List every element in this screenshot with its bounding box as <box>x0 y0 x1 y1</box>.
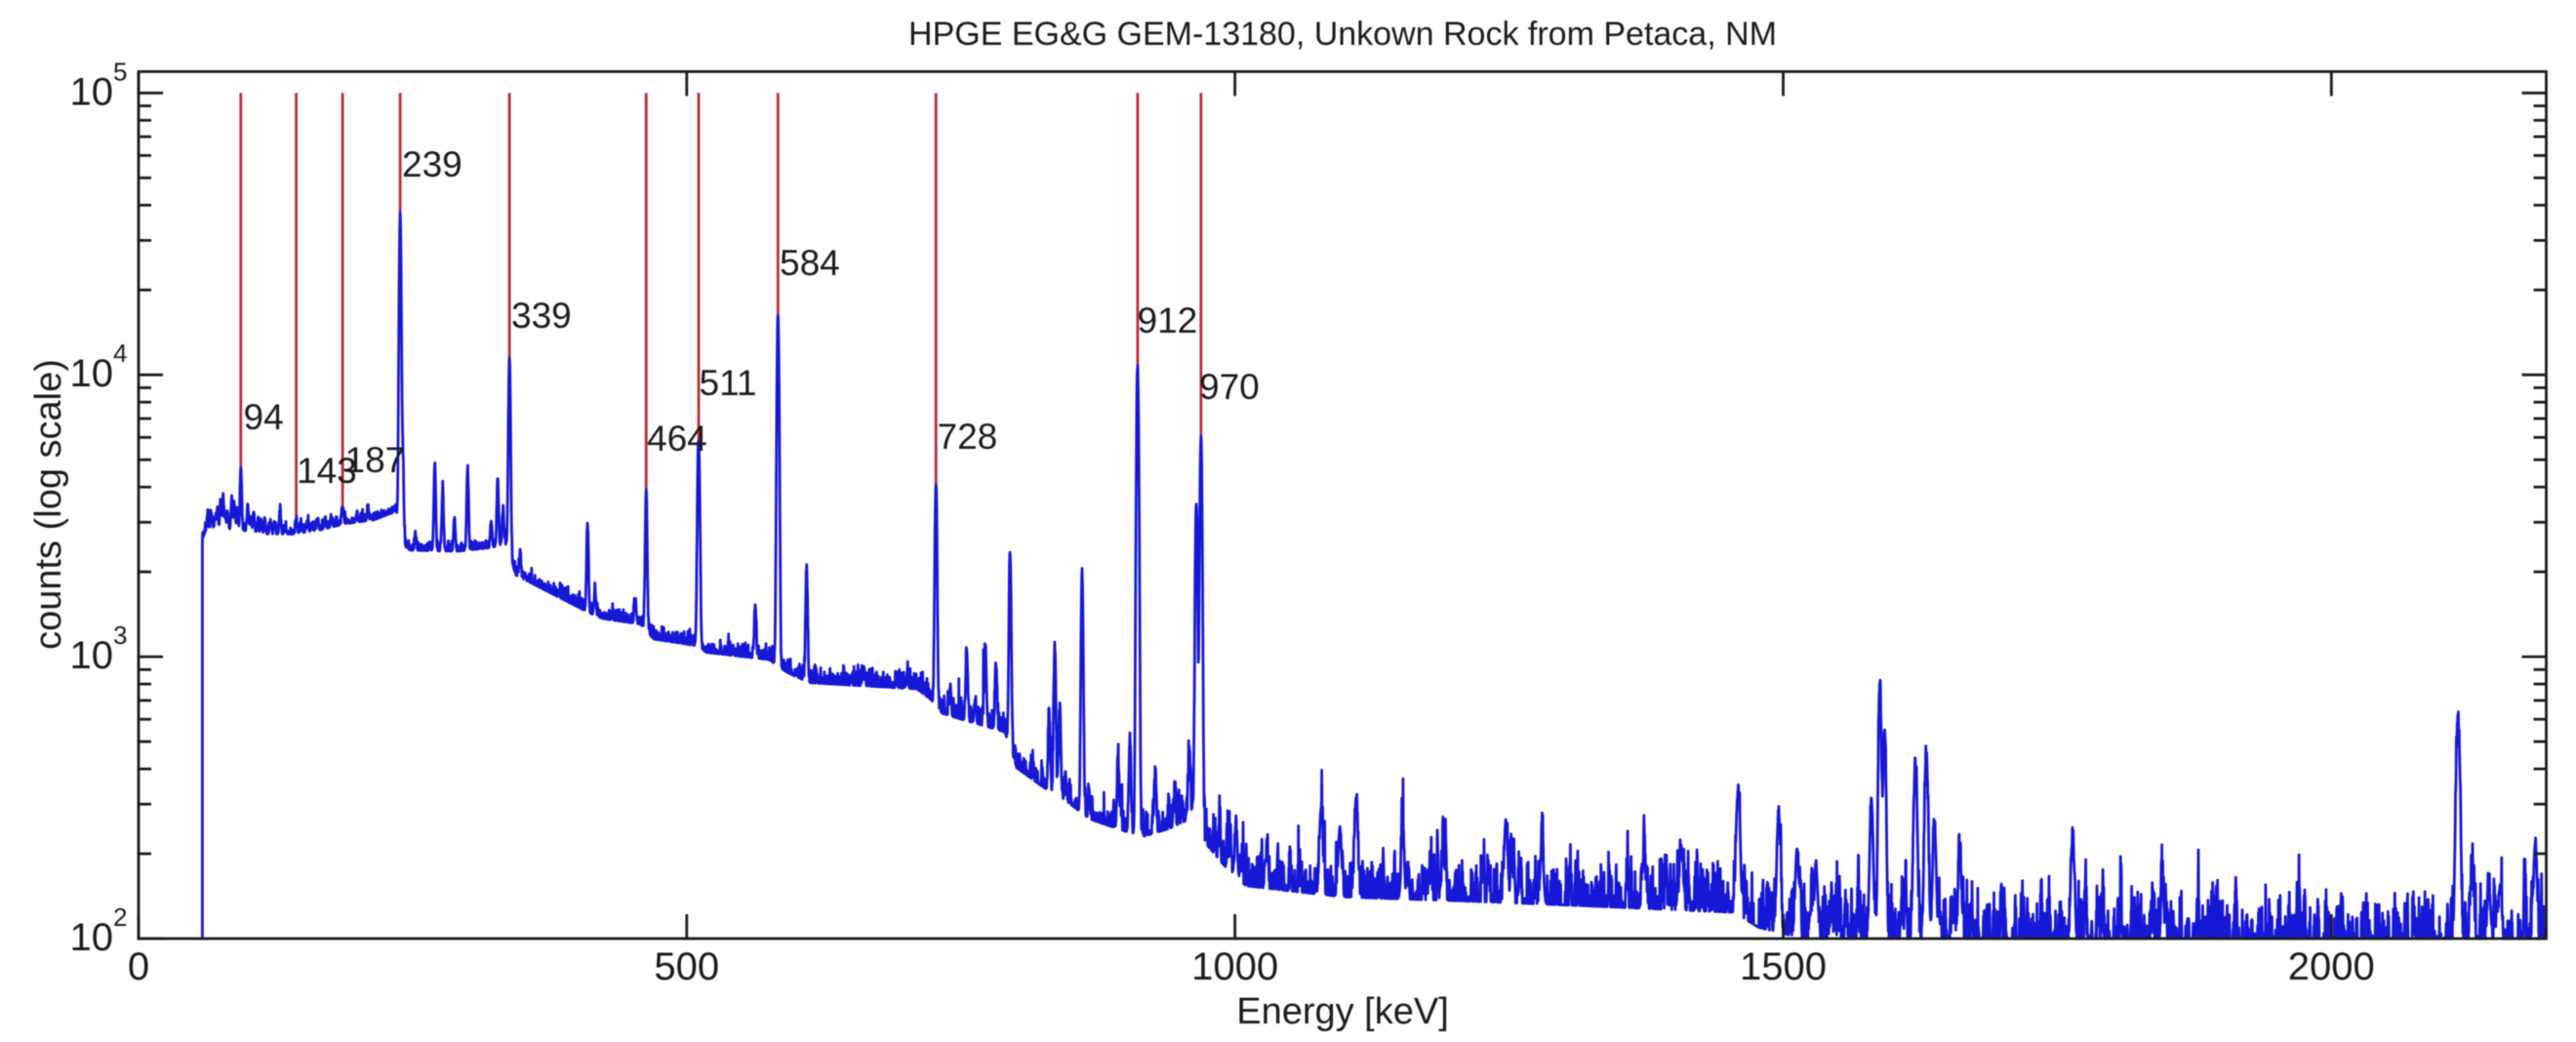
svg-text:912: 912 <box>1138 301 1198 341</box>
svg-text:3: 3 <box>113 621 127 650</box>
svg-text:2000: 2000 <box>2288 945 2375 988</box>
svg-text:143: 143 <box>297 451 357 491</box>
svg-text:464: 464 <box>647 419 707 459</box>
svg-text:Energy [keV]: Energy [keV] <box>1236 991 1449 1032</box>
svg-text:500: 500 <box>654 945 719 988</box>
svg-text:187: 187 <box>345 440 406 480</box>
svg-text:5: 5 <box>113 57 127 86</box>
svg-text:10: 10 <box>70 634 114 677</box>
svg-text:counts (log scale): counts (log scale) <box>28 359 69 650</box>
svg-text:511: 511 <box>700 363 757 403</box>
svg-text:1000: 1000 <box>1191 945 1278 988</box>
svg-text:239: 239 <box>402 144 463 184</box>
svg-text:0: 0 <box>128 945 149 988</box>
svg-text:94: 94 <box>244 397 284 437</box>
svg-text:4: 4 <box>113 339 127 368</box>
svg-text:339: 339 <box>511 296 572 336</box>
svg-text:10: 10 <box>70 916 114 959</box>
svg-text:1500: 1500 <box>1740 945 1827 988</box>
svg-text:10: 10 <box>70 352 114 395</box>
svg-text:584: 584 <box>780 243 840 283</box>
svg-text:2: 2 <box>113 902 127 932</box>
svg-text:728: 728 <box>938 417 998 457</box>
svg-text:970: 970 <box>1199 367 1260 407</box>
svg-text:10: 10 <box>70 70 114 113</box>
svg-text:HPGE EG&G GEM-13180, Unkown Ro: HPGE EG&G GEM-13180, Unkown Rock from Pe… <box>908 16 1777 53</box>
